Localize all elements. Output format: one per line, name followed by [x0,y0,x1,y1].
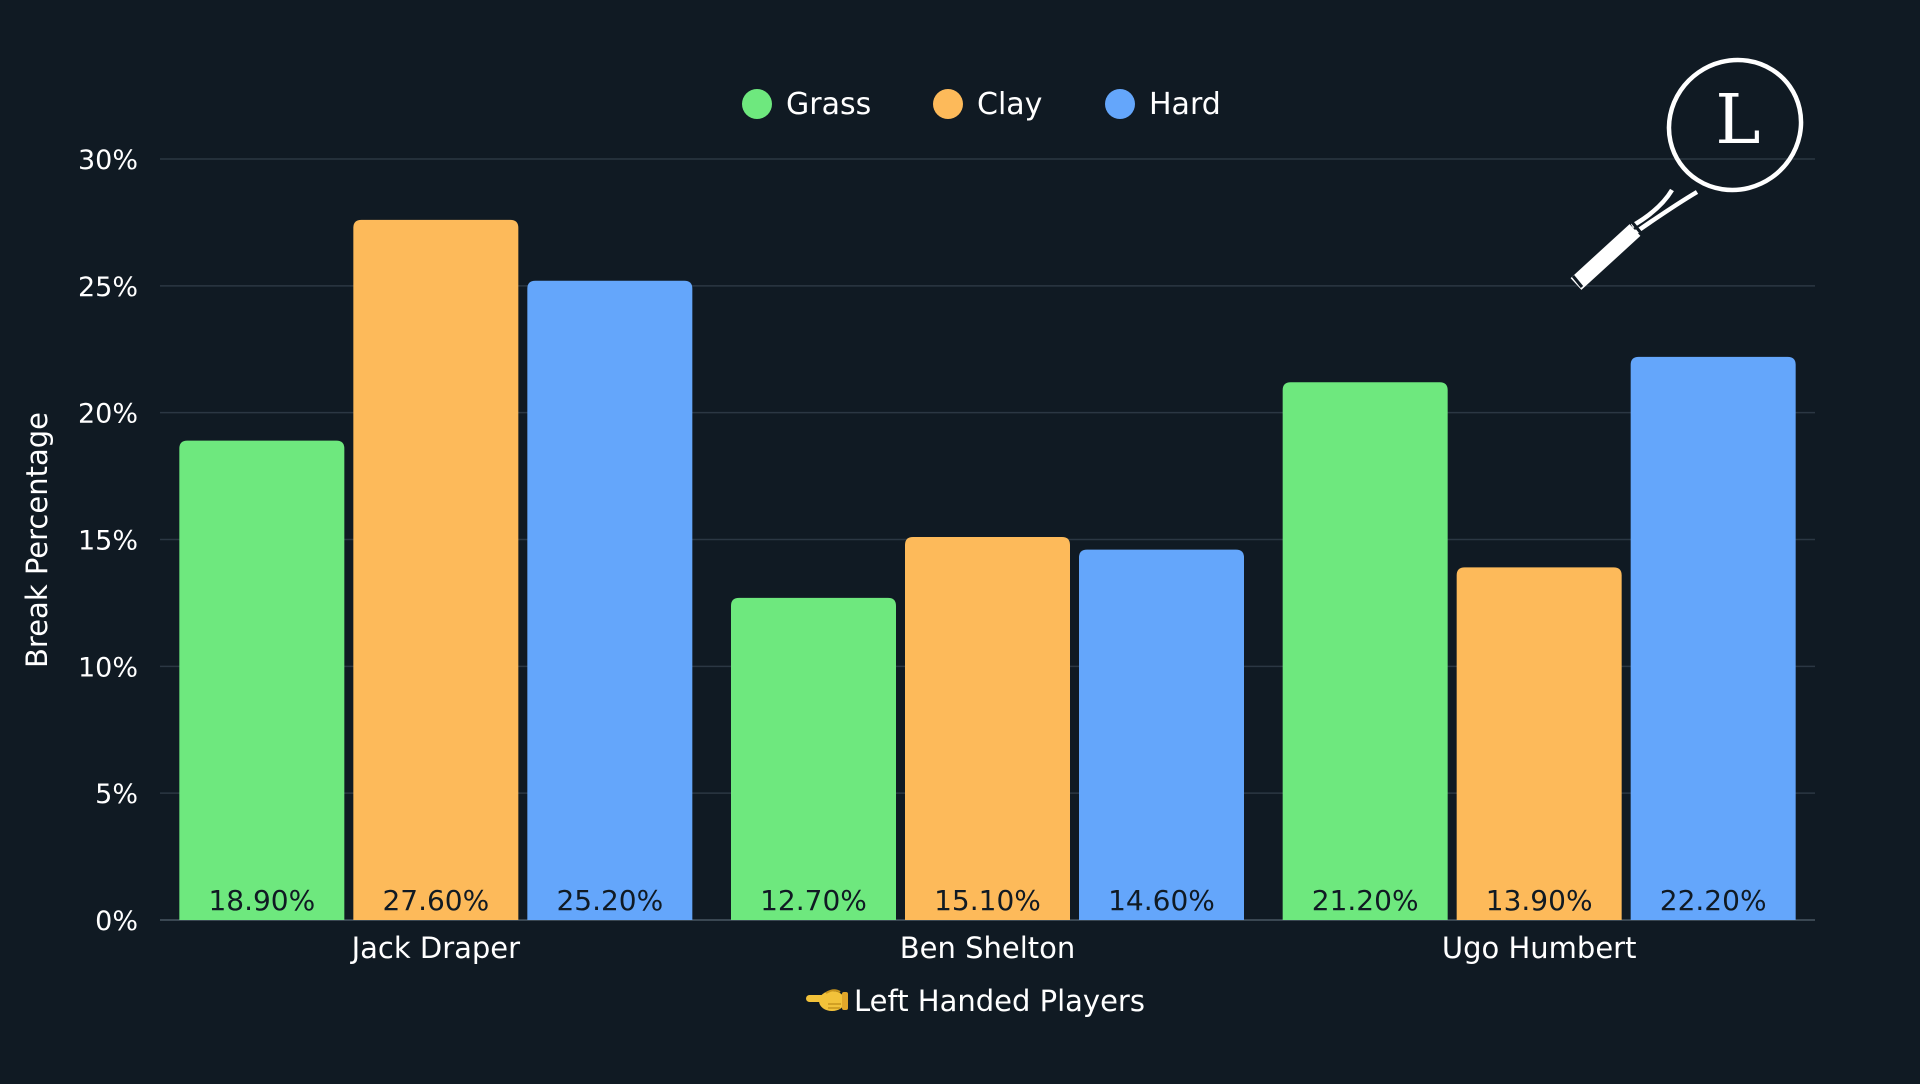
data-label: 25.20% [556,884,663,917]
bar-grass-jack-draper[interactable] [179,440,345,920]
bar-hard-ben-shelton[interactable] [1079,549,1244,920]
y-axis-title: Break Percentage [20,412,54,668]
data-label: 21.20% [1312,884,1419,917]
x-axis-title-group: Left Handed Players [806,984,1145,1018]
y-tick-label: 20% [78,399,138,430]
y-tick-label: 30% [78,145,138,176]
bar-hard-jack-draper[interactable] [527,280,693,920]
x-category-label: Ugo Humbert [1442,931,1637,965]
y-tick-label: 25% [78,272,138,303]
data-label: 14.60% [1108,884,1215,917]
left-pointing-hand-icon [806,989,848,1011]
category-labels-layer: Jack Draper Ben Shelton Ugo Humbert [350,931,1637,965]
data-label: 13.90% [1486,884,1593,917]
bar-clay-ben-shelton[interactable] [905,536,1070,920]
y-tick-label: 5% [95,779,138,810]
bar-clay-jack-draper[interactable] [353,219,519,920]
legend-label: Grass [786,87,871,122]
y-tick-label: 10% [78,652,138,683]
legend-label: Hard [1149,87,1221,122]
y-tick-label: 0% [95,906,138,937]
bar-hard-ugo-humbert[interactable] [1630,356,1796,920]
legend[interactable]: Grass Clay Hard [742,87,1221,122]
data-label: 15.10% [934,884,1041,917]
data-labels-layer: 18.90% 27.60% 25.20% 12.70% 15.10% 14.60% 21.2… [208,884,1766,917]
legend-item-hard[interactable]: Hard [1105,87,1221,122]
data-label: 12.70% [760,884,867,917]
legend-swatch [742,89,772,119]
legend-swatch [1105,89,1135,119]
legend-swatch [933,89,963,119]
legend-item-clay[interactable]: Clay [933,87,1042,122]
legend-label: Clay [977,87,1042,122]
bar-grass-ben-shelton[interactable] [731,597,896,920]
data-label: 18.90% [208,884,315,917]
data-label: 22.20% [1660,884,1767,917]
x-category-label: Jack Draper [350,931,521,965]
y-axis-ticks: 0% 5% 10% 15% 20% 25% 30% [78,145,138,937]
data-label: 27.60% [382,884,489,917]
y-tick-label: 15% [78,526,138,557]
bars-layer [179,219,1796,920]
bar-grass-ugo-humbert[interactable] [1282,382,1448,920]
x-axis-title: Left Handed Players [854,984,1145,1018]
legend-item-grass[interactable]: Grass [742,87,871,122]
tennis-racket-logo: L [1570,57,1804,290]
x-category-label: Ben Shelton [900,931,1076,965]
logo-letter: L [1715,81,1760,160]
bar-clay-ugo-humbert[interactable] [1456,567,1622,920]
